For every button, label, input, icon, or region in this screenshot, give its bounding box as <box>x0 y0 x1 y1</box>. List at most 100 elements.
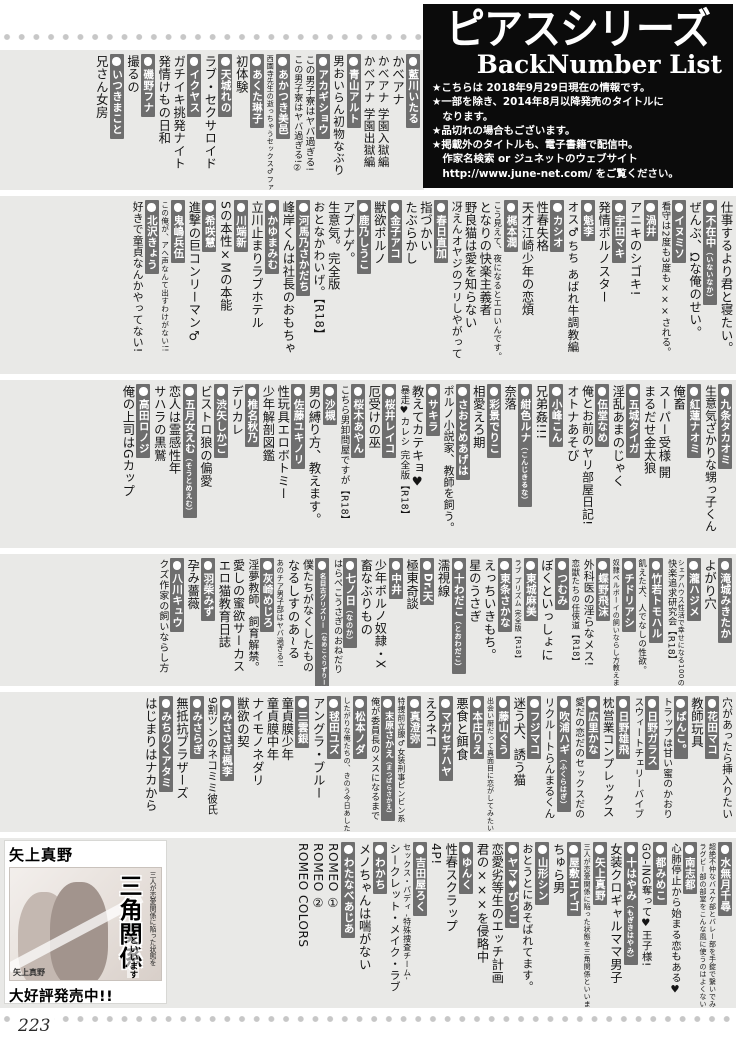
author-bar: 彩景でりこ <box>486 384 501 458</box>
author-bar: 九条タカオミ <box>718 384 732 469</box>
author-bar: 北沢きょう <box>144 200 159 274</box>
bullet-icon <box>498 699 508 708</box>
book-title: 好きで童貞なんかやってない! <box>131 201 145 353</box>
author-name: 椎名秋乃 <box>246 398 259 443</box>
author-name: 紺色ルナ <box>519 398 532 443</box>
author-bar: 魁李 <box>580 200 595 241</box>
book-title: エロ猫教育日誌 <box>216 559 231 649</box>
bullet-icon <box>629 387 638 396</box>
book-title: なるしすのあ~る <box>286 559 301 660</box>
header-note-line: 作家名検索 or ジュネットのウェブサイト <box>432 153 638 166</box>
book-title: サハラの黒鷲 <box>152 385 167 462</box>
author-name: 末原さかえ <box>383 710 394 759</box>
author-bar: みちのくアタミ <box>158 696 173 792</box>
author-name: 彩景でりこ <box>488 398 501 454</box>
author-name: 鹿乃しうこ <box>357 214 370 270</box>
author-name: みささぎ楓李 <box>220 710 233 777</box>
author-bar: 青山アルト <box>346 54 361 128</box>
book-title: あのチア男子部はヤバ過ぎる!! <box>276 559 286 668</box>
book-title: スーパー受様 開 <box>656 385 671 480</box>
author-bar: 東条さかな <box>497 558 512 632</box>
book-title: 迷う犬、誘う猫 <box>511 697 526 787</box>
bullet-icon <box>216 387 226 396</box>
author-bar: イヌミソ <box>671 200 686 263</box>
book-title: ポルノ小説家、教師を飼う。 <box>442 385 456 534</box>
book-title: 立川止まりラブホテル <box>249 201 264 329</box>
author-bar: 藤山ぐう <box>496 696 511 759</box>
book-title: 奴隷ベルボーイの飼いならし方教えます。 <box>612 559 621 686</box>
author-bar: 金子アコ <box>387 200 402 263</box>
author-bar: 灰崎めじろ <box>260 558 275 632</box>
bullet-icon <box>441 699 450 708</box>
author-name: 松本ノダ <box>353 710 366 755</box>
bullet-icon <box>359 203 368 212</box>
book-title: ラブ プリズム 完全版【R18】 <box>514 559 523 663</box>
author-bar: 毬田ユズ <box>326 696 341 759</box>
author-name: 金子アコ <box>389 214 402 259</box>
author-name: フジマコ <box>528 710 541 755</box>
book-title: この男子寮はヤバ過ぎる! <box>303 55 315 172</box>
book-title: クズ作家の飼いならし方 <box>157 559 169 674</box>
author-name: 桜木あやん <box>352 398 365 454</box>
author-bar: かゆまみむ <box>265 200 280 274</box>
author-name: 花田マコ <box>706 710 719 755</box>
author-name: 宇田マキ <box>613 214 626 259</box>
book-title: 濡視線 <box>436 559 450 598</box>
bullet-icon <box>298 699 307 708</box>
author-bar: 不在中 （いないなか） <box>703 200 718 305</box>
book-title: 童貞膜中年 <box>265 697 280 761</box>
book-title: 恋愛劣等生のエッチ計画 <box>489 843 504 984</box>
author-bar: 五月女えむ （そうとめえむ） <box>182 384 197 519</box>
author-name: 五城タイガ <box>627 398 640 454</box>
page-number: 223 <box>14 1016 55 1036</box>
book-title: ROMEO ① <box>325 843 340 911</box>
author-name: 伍堂なめ <box>596 398 609 443</box>
bullet-icon <box>247 387 257 396</box>
bullet-icon <box>618 699 628 708</box>
author-name: 東城麻美 <box>524 572 537 617</box>
bullet-icon <box>410 699 419 708</box>
book-title: 三人が恋愛関係に陥った状態を三角関係といいます <box>583 843 592 1008</box>
bullet-icon <box>422 561 432 570</box>
author-bar: 春日直加 <box>433 200 448 263</box>
list-row-5: 穴があったら挿入りたい 花田マコ 教師玩具 ぱんこ。 トラップは甘い蜜のかおり 日野ガラス… <box>0 692 736 832</box>
header-note-line: ★掲載外のタイトルも、電子書籍で配信中。 <box>432 139 639 152</box>
bullet-icon <box>263 561 272 570</box>
book-title: 少年ポルノ奴隷・X <box>373 559 388 669</box>
author-bar: 渋矢しかご <box>213 384 228 458</box>
bullet-icon <box>345 561 355 570</box>
author-bar: 花田マコ <box>704 696 719 759</box>
author-name: 中井 <box>390 572 403 595</box>
ad-author-label: 矢上真野 <box>9 846 74 864</box>
bullet-icon <box>689 387 699 396</box>
book-title: 女装クロギャルママ男子 <box>608 843 623 984</box>
author-name: 東条さかな <box>498 572 511 628</box>
author-name: 魁李 <box>582 214 595 237</box>
author-reading: （とおわだこ） <box>454 616 464 670</box>
header-note-line: http://www.june-net.com/ をご覧ください。 <box>432 167 679 180</box>
bullet-icon <box>676 699 685 708</box>
bullet-icon <box>236 203 245 212</box>
author-reading: （もぎきはやみ） <box>626 900 636 962</box>
author-name: サキラ <box>426 398 439 432</box>
header-note-line: ★一部を除き、2014年8月以降発売のタイトルに <box>432 96 664 109</box>
book-title: 飢えた犬、人でなしの性欲。 <box>637 559 648 675</box>
bullet-icon <box>143 57 153 66</box>
bullet-icon <box>520 387 530 396</box>
author-bar: 桜井レイコ <box>382 384 397 458</box>
author-reading: （なのか） <box>345 605 355 644</box>
author-bar: 佐藤ユキノリ <box>291 384 306 469</box>
book-title: 男おいらん初物なぶり <box>332 55 347 176</box>
book-title: 仕事するより君と寝たい。 <box>719 201 733 355</box>
book-title: はらぺこうさぎのおねだり <box>331 559 342 675</box>
book-title: 枕営業コンプレックス <box>601 697 616 818</box>
author-name: チドリアシ <box>622 572 635 628</box>
author-name: いつきまこと <box>110 68 123 135</box>
author-bar: サキラ <box>425 384 440 436</box>
bullet-icon <box>588 699 597 708</box>
author-name: イクヤス <box>188 68 201 113</box>
bullet-icon <box>353 387 363 396</box>
bullet-icon <box>553 203 562 212</box>
author-name: つむみ <box>556 572 569 606</box>
author-bar: あかつき美邑 <box>275 54 290 139</box>
